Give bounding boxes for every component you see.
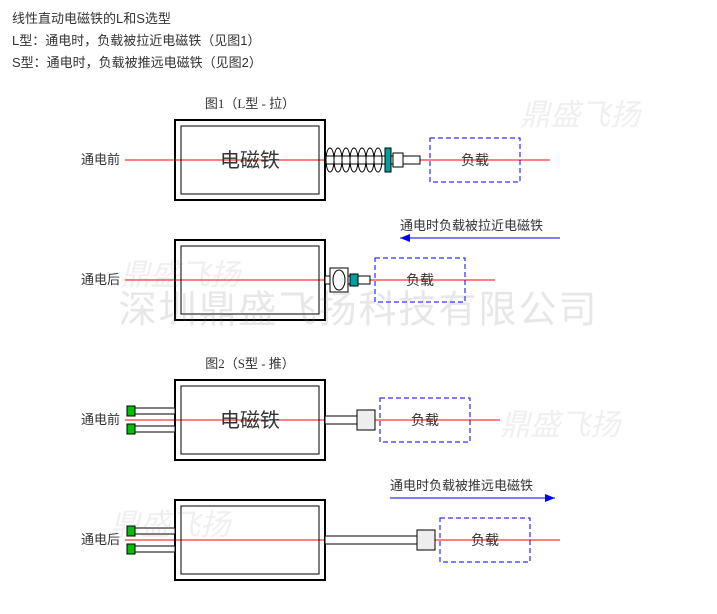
diagram-area: 电磁铁负载通电前负载通电后电磁铁负载通电前负载通电后图1（L型 - 拉）图2（S… bbox=[0, 80, 717, 611]
svg-text:图2（S型 - 推）: 图2（S型 - 推） bbox=[205, 356, 295, 371]
svg-text:负载: 负载 bbox=[461, 153, 489, 169]
svg-text:负载: 负载 bbox=[406, 273, 434, 289]
svg-text:电磁铁: 电磁铁 bbox=[220, 149, 280, 172]
header-line3: S型：通电时，负载被推远电磁铁（见图2） bbox=[12, 52, 705, 74]
svg-text:负载: 负载 bbox=[471, 533, 499, 549]
svg-text:通电前: 通电前 bbox=[81, 152, 120, 167]
svg-text:通电后: 通电后 bbox=[81, 272, 120, 287]
svg-text:通电时负载被拉近电磁铁: 通电时负载被拉近电磁铁 bbox=[400, 218, 543, 233]
svg-text:通电时负载被推远电磁铁: 通电时负载被推远电磁铁 bbox=[390, 478, 533, 493]
svg-text:通电后: 通电后 bbox=[81, 532, 120, 547]
diagram-svg: 电磁铁负载通电前负载通电后电磁铁负载通电前负载通电后图1（L型 - 拉）图2（S… bbox=[0, 80, 717, 611]
svg-text:电磁铁: 电磁铁 bbox=[220, 409, 280, 432]
svg-text:图1（L型 - 拉）: 图1（L型 - 拉） bbox=[205, 96, 295, 111]
svg-text:通电前: 通电前 bbox=[81, 412, 120, 427]
header-line1: 线性直动电磁铁的L和S选型 bbox=[12, 8, 705, 30]
svg-text:负载: 负载 bbox=[411, 413, 439, 429]
header-block: 线性直动电磁铁的L和S选型 L型：通电时，负载被拉近电磁铁（见图1） S型：通电… bbox=[0, 0, 717, 74]
header-line2: L型：通电时，负载被拉近电磁铁（见图1） bbox=[12, 30, 705, 52]
